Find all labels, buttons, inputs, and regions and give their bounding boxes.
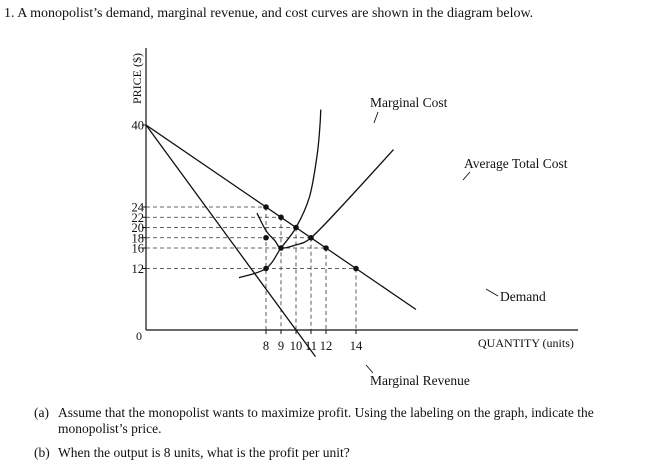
y-tick-label: 22 [132, 211, 145, 225]
x-tick-label: 10 [290, 339, 303, 353]
y-tick-label: 16 [132, 242, 145, 256]
y-tick-label: 40 [132, 119, 145, 133]
origin-label: 0 [136, 329, 142, 343]
curve-point-marker [263, 265, 269, 272]
question-a-text: Assume that the monopolist wants to maxi… [58, 405, 594, 436]
average-total-cost-label: Average Total Cost [464, 156, 568, 171]
marginal-revenue-pointer [365, 364, 374, 374]
x-tick-label: 14 [350, 339, 363, 353]
marginal-cost-label: Marginal Cost [370, 95, 448, 110]
question-number: 1. [4, 6, 15, 21]
demand-label: Demand [500, 289, 546, 304]
chart-markers [263, 204, 359, 272]
curve-point-marker [263, 234, 269, 241]
chart-axes [145, 48, 578, 331]
x-tick-label: 12 [320, 339, 333, 353]
question-a: (a) Assume that the monopolist wants to … [34, 405, 646, 437]
marginal-revenue-curve [145, 124, 317, 357]
curve-point-marker [278, 214, 284, 221]
question-heading: 1. A monopolist’s demand, marginal reven… [4, 6, 533, 22]
x-tick-label: 8 [263, 339, 269, 353]
x-tick-label: 11 [305, 339, 317, 353]
y-axis-label: PRICE ($) [130, 53, 144, 104]
curve-point-marker [308, 234, 314, 241]
y-tick-label: 24 [132, 201, 145, 215]
y-tick-label: 20 [132, 221, 145, 235]
marginal-revenue-label: Marginal Revenue [370, 373, 470, 388]
question-text: A monopolist’s demand, marginal revenue,… [17, 6, 534, 21]
average-total-cost-pointer [462, 171, 471, 181]
x-tick-label: 9 [278, 339, 284, 353]
y-tick-label: 12 [132, 262, 145, 276]
curve-point-marker [293, 224, 299, 231]
question-b-label: (b) [34, 445, 50, 460]
curve-point-marker [263, 204, 269, 210]
marginal-cost-pointer [373, 111, 379, 124]
average-total-cost-curve [256, 149, 394, 249]
y-tick-label: 18 [132, 231, 145, 245]
curve-point-marker [323, 245, 329, 251]
x-axis-label: QUANTITY (units) [478, 336, 574, 350]
demand-pointer [485, 288, 499, 297]
demand-curve [145, 124, 417, 311]
curve-point-marker [353, 265, 359, 272]
question-b-text: When the output is 8 units, what is the … [58, 445, 350, 460]
marginal-cost-curve [238, 109, 322, 279]
question-b: (b) When the output is 8 units, what is … [34, 445, 646, 461]
question-a-label: (a) [34, 405, 49, 420]
curve-point-marker [278, 245, 284, 251]
